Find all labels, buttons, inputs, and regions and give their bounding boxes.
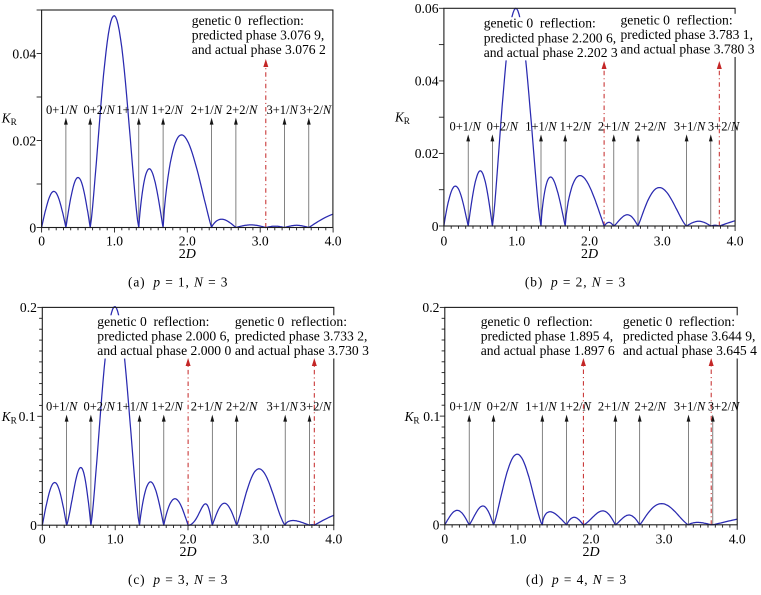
svg-text:predicted phase 3.783 1,: predicted phase 3.783 1, — [621, 27, 754, 42]
svg-text:2.0: 2.0 — [583, 532, 600, 547]
svg-text:4.0: 4.0 — [729, 532, 746, 547]
svg-text:predicted phase 2.000 6,: predicted phase 2.000 6, — [97, 328, 230, 343]
svg-text:0+1/N: 0+1/N — [450, 400, 482, 414]
svg-text:2+2/N: 2+2/N — [226, 400, 258, 414]
svg-text:2.0: 2.0 — [180, 532, 197, 547]
svg-text:0: 0 — [433, 518, 440, 533]
svg-text:2+2/N: 2+2/N — [635, 400, 667, 414]
svg-text:1+2/N: 1+2/N — [560, 400, 592, 414]
svg-text:genetic 0 reflection:: genetic 0 reflection: — [481, 314, 593, 329]
svg-text:3+1/N: 3+1/N — [674, 120, 706, 134]
svg-text:0+1/N: 0+1/N — [450, 120, 482, 134]
svg-text:0.1: 0.1 — [19, 409, 36, 424]
svg-text:0+2/N: 0+2/N — [84, 103, 116, 117]
svg-text:0+2/N: 0+2/N — [487, 120, 519, 134]
svg-text:predicted phase 3.733 2,: predicted phase 3.733 2, — [235, 328, 368, 343]
svg-text:predicted phase 3.076 9,: predicted phase 3.076 9, — [192, 28, 324, 43]
svg-text:1+2/N: 1+2/N — [560, 120, 592, 134]
svg-text:genetic 0 reflection:: genetic 0 reflection: — [484, 16, 596, 31]
svg-text:0.2: 0.2 — [422, 300, 439, 315]
svg-text:3.0: 3.0 — [654, 233, 671, 248]
svg-text:1+2/N: 1+2/N — [151, 103, 183, 117]
svg-text:1.0: 1.0 — [508, 233, 525, 248]
svg-text:3+2/N: 3+2/N — [300, 103, 332, 117]
svg-text:3.0: 3.0 — [252, 233, 269, 248]
svg-text:0: 0 — [38, 233, 45, 248]
svg-text:genetic 0 reflection:: genetic 0 reflection: — [623, 314, 735, 329]
svg-text:0: 0 — [29, 220, 36, 235]
svg-text:1+1/N: 1+1/N — [525, 120, 557, 134]
svg-text:3+2/N: 3+2/N — [300, 400, 332, 414]
svg-text:and actual phase 3.076 2: and actual phase 3.076 2 — [192, 42, 326, 57]
svg-text:2.0: 2.0 — [581, 233, 598, 248]
svg-text:2+1/N: 2+1/N — [598, 400, 630, 414]
svg-text:2+1/N: 2+1/N — [191, 400, 223, 414]
svg-text:2D: 2D — [581, 247, 598, 262]
svg-text:1.0: 1.0 — [107, 532, 124, 547]
svg-text:2+1/N: 2+1/N — [598, 120, 630, 134]
svg-text:4.0: 4.0 — [325, 233, 342, 248]
svg-text:0.04: 0.04 — [415, 74, 439, 89]
svg-text:0+1/N: 0+1/N — [46, 103, 78, 117]
svg-text:3+1/N: 3+1/N — [674, 400, 706, 414]
svg-text:and actual phase 2.202 3: and actual phase 2.202 3 — [484, 45, 618, 60]
svg-text:4.0: 4.0 — [325, 532, 342, 547]
svg-text:genetic 0 reflection:: genetic 0 reflection: — [621, 12, 733, 27]
svg-text:0.2: 0.2 — [20, 300, 37, 315]
svg-text:2+1/N: 2+1/N — [191, 103, 223, 117]
svg-text:2D: 2D — [179, 545, 196, 560]
svg-text:1+1/N: 1+1/N — [525, 400, 557, 414]
svg-text:0: 0 — [39, 532, 46, 547]
svg-text:1+1/N: 1+1/N — [116, 103, 148, 117]
svg-text:0: 0 — [441, 233, 448, 248]
svg-text:1.0: 1.0 — [106, 233, 123, 248]
svg-text:0+1/N: 0+1/N — [46, 400, 78, 414]
svg-text:(c) p = 3, N = 3: (c) p = 3, N = 3 — [128, 572, 228, 587]
svg-text:2+2/N: 2+2/N — [635, 120, 667, 134]
svg-text:and actual phase 3.780 3: and actual phase 3.780 3 — [621, 42, 755, 57]
svg-text:1+1/N: 1+1/N — [116, 400, 148, 414]
svg-text:3+2/N: 3+2/N — [708, 120, 740, 134]
svg-text:0+2/N: 0+2/N — [487, 400, 519, 414]
svg-text:0.04: 0.04 — [12, 46, 36, 61]
svg-text:1.0: 1.0 — [509, 532, 526, 547]
svg-text:0.1: 0.1 — [423, 409, 440, 424]
svg-text:predicted phase 2.200 6,: predicted phase 2.200 6, — [484, 30, 617, 45]
svg-text:1+2/N: 1+2/N — [151, 400, 183, 414]
svg-text:(d) p = 4, N = 3: (d) p = 4, N = 3 — [526, 572, 627, 587]
svg-text:2.0: 2.0 — [179, 233, 196, 248]
svg-text:2D: 2D — [179, 247, 196, 262]
svg-text:0+2/N: 0+2/N — [84, 400, 116, 414]
svg-text:3.0: 3.0 — [656, 532, 673, 547]
svg-text:and actual phase 3.730 3: and actual phase 3.730 3 — [235, 343, 369, 358]
svg-text:and actual phase 1.897 6: and actual phase 1.897 6 — [481, 343, 615, 358]
svg-text:0: 0 — [441, 532, 448, 547]
svg-text:(b) p = 2, N = 3: (b) p = 2, N = 3 — [525, 274, 626, 289]
svg-text:3+1/N: 3+1/N — [267, 400, 299, 414]
svg-text:predicted phase 3.644 9,: predicted phase 3.644 9, — [623, 328, 756, 343]
svg-text:genetic 0 reflection:: genetic 0 reflection: — [97, 314, 209, 329]
svg-text:genetic 0 reflection:: genetic 0 reflection: — [192, 13, 304, 28]
svg-text:4.0: 4.0 — [727, 233, 744, 248]
svg-text:genetic 0 reflection:: genetic 0 reflection: — [235, 314, 347, 329]
svg-text:3+2/N: 3+2/N — [708, 400, 740, 414]
svg-text:2+2/N: 2+2/N — [226, 103, 258, 117]
svg-text:3.0: 3.0 — [252, 532, 269, 547]
svg-text:and actual phase 3.645 4: and actual phase 3.645 4 — [623, 343, 757, 358]
svg-text:0: 0 — [30, 518, 37, 533]
svg-text:3+1/N: 3+1/N — [267, 103, 299, 117]
svg-text:0.06: 0.06 — [415, 1, 439, 16]
svg-text:2D: 2D — [582, 545, 599, 560]
svg-text:0.02: 0.02 — [415, 146, 439, 161]
svg-text:(a) p = 1, N = 3: (a) p = 1, N = 3 — [128, 274, 228, 289]
svg-text:0.02: 0.02 — [12, 133, 36, 148]
svg-text:and actual phase 2.000 0: and actual phase 2.000 0 — [97, 343, 231, 358]
svg-text:predicted phase 1.895 4,: predicted phase 1.895 4, — [481, 328, 614, 343]
svg-text:0: 0 — [432, 219, 439, 234]
